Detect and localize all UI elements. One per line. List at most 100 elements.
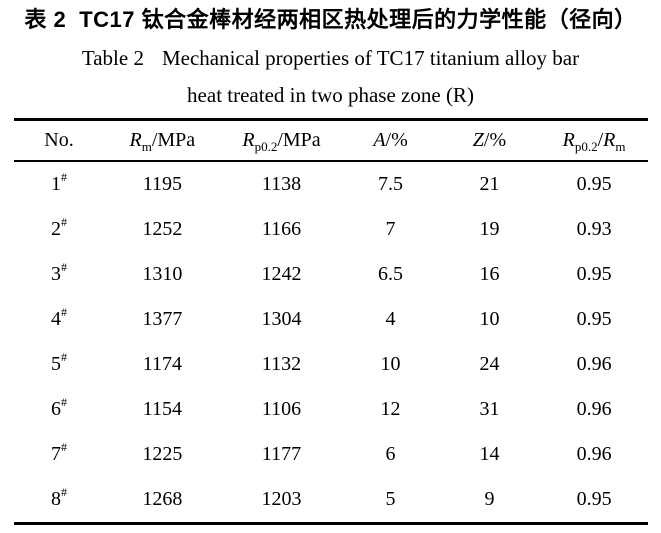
row-number: 3: [51, 263, 61, 285]
cell-z: 9: [484, 488, 495, 510]
table-caption-en-text: Mechanical properties of TC17 titanium a…: [161, 46, 580, 70]
table-row: 8# 1268 1203 5 9 0.95: [14, 477, 648, 524]
table-row: 5# 1174 1132 10 24 0.96: [14, 342, 648, 387]
table-row: 7# 1225 1177 6 14 0.96: [14, 432, 648, 477]
mechanical-properties-table: No. Rm/MPa Rp0.2/MPa A/% Z/% Rp0.2/Rm: [14, 118, 648, 525]
header-unit: /%: [483, 129, 507, 151]
cell-ratio: 0.95: [576, 308, 612, 330]
cell-no: 4#: [14, 297, 104, 342]
cell-ratio: 0.95: [576, 263, 612, 285]
cell-rp02: 1304: [261, 308, 302, 330]
header-variable: R: [242, 129, 255, 151]
col-header-z: Z/%: [438, 119, 541, 162]
table-number-cn: 表 2: [24, 7, 67, 32]
cell-a: 6.5: [378, 263, 404, 285]
cell-rp02: 1203: [261, 488, 302, 510]
cell-z: 19: [479, 218, 500, 240]
header-unit: /MPa: [151, 129, 196, 151]
table-caption-english-line1: Table 2 Mechanical properties of TC17 tit…: [0, 45, 661, 71]
header-subscript: p0.2: [574, 139, 598, 154]
header-unit: /%: [385, 129, 408, 151]
cell-z: 24: [479, 353, 500, 375]
cell-no: 8#: [14, 477, 104, 524]
table-body: 1# 1195 1138 7.5 21 0.95 2# 1252 1166 7 19 0.93 3# 13…: [14, 161, 648, 524]
cell-ratio: 0.96: [576, 443, 612, 465]
cell-a: 12: [380, 398, 401, 420]
header-variable-2: R: [603, 129, 616, 151]
hash-superscript: #: [61, 350, 67, 365]
cell-a: 10: [380, 353, 401, 375]
cell-rm: 1377: [142, 308, 183, 330]
cell-rp02: 1106: [261, 398, 302, 420]
header-subscript: m: [141, 139, 152, 154]
cell-z: 31: [479, 398, 500, 420]
table-row: 4# 1377 1304 4 10 0.95: [14, 297, 648, 342]
cell-no: 7#: [14, 432, 104, 477]
header-variable: R: [562, 129, 575, 151]
table-caption-cn-text: TC17 钛合金棒材经两相区热处理后的力学性能（径向）: [79, 7, 637, 32]
cell-a: 5: [385, 488, 396, 510]
row-number: 7: [51, 443, 61, 465]
header-subscript: p0.2: [254, 139, 278, 154]
cell-rm: 1154: [142, 398, 182, 420]
cell-rp02: 1138: [261, 173, 302, 195]
cell-rp02: 1242: [261, 263, 302, 285]
cell-ratio: 0.96: [576, 398, 612, 420]
cell-a: 7.5: [378, 173, 404, 195]
cell-ratio: 0.95: [576, 173, 612, 195]
hash-superscript: #: [61, 215, 67, 230]
table-row: 6# 1154 1106 12 31 0.96: [14, 387, 648, 432]
header-subscript-2: m: [615, 139, 626, 154]
hash-superscript: #: [61, 395, 67, 410]
cell-a: 4: [385, 308, 396, 330]
hash-superscript: #: [61, 305, 67, 320]
cell-a: 6: [385, 443, 396, 465]
header-variable: A: [373, 129, 386, 151]
cell-rm: 1225: [142, 443, 183, 465]
table-row: 3# 1310 1242 6.5 16 0.95: [14, 252, 648, 297]
cell-ratio: 0.93: [576, 218, 612, 240]
cell-no: 2#: [14, 207, 104, 252]
header-variable: R: [129, 129, 142, 151]
row-number: 6: [51, 398, 61, 420]
table-caption-english-line2: heat treated in two phase zone (R): [187, 83, 474, 107]
table-row: 2# 1252 1166 7 19 0.93: [14, 207, 648, 252]
cell-z: 14: [479, 443, 500, 465]
cell-ratio: 0.95: [576, 488, 612, 510]
header-slash: /: [597, 129, 604, 151]
col-header-ratio: Rp0.2/Rm: [540, 119, 648, 162]
row-number: 1: [51, 173, 61, 195]
hash-superscript: #: [61, 260, 67, 275]
row-number: 5: [51, 353, 61, 375]
table-number-en: Table 2: [81, 46, 144, 70]
cell-no: 5#: [14, 342, 104, 387]
col-header-rp02: Rp0.2/MPa: [220, 119, 343, 162]
hash-superscript: #: [61, 485, 67, 500]
cell-z: 16: [479, 263, 500, 285]
cell-a: 7: [385, 218, 396, 240]
hash-superscript: #: [61, 440, 67, 455]
cell-z: 10: [479, 308, 500, 330]
col-header-a: A/%: [342, 119, 439, 162]
header-unit: /MPa: [277, 129, 321, 151]
cell-rm: 1268: [142, 488, 183, 510]
row-number: 2: [51, 218, 61, 240]
table-caption-chinese: 表 2 TC17 钛合金棒材经两相区热处理后的力学性能（径向）: [0, 0, 661, 34]
col-header-rm: Rm/MPa: [104, 119, 221, 162]
cell-rp02: 1166: [261, 218, 302, 240]
cell-rp02: 1177: [261, 443, 302, 465]
cell-ratio: 0.96: [576, 353, 612, 375]
row-number: 8: [51, 488, 61, 510]
header-text: No.: [44, 129, 74, 151]
cell-no: 3#: [14, 252, 104, 297]
col-header-no: No.: [14, 119, 105, 162]
header-row: No. Rm/MPa Rp0.2/MPa A/% Z/% Rp0.2/Rm: [14, 119, 648, 162]
cell-rm: 1174: [142, 353, 182, 375]
header-variable: Z: [472, 129, 484, 151]
row-number: 4: [51, 308, 61, 330]
table-row: 1# 1195 1138 7.5 21 0.95: [14, 161, 648, 207]
cell-no: 1#: [14, 161, 104, 207]
cell-rp02: 1132: [261, 353, 302, 375]
hash-superscript: #: [61, 170, 67, 185]
cell-rm: 1252: [142, 218, 183, 240]
